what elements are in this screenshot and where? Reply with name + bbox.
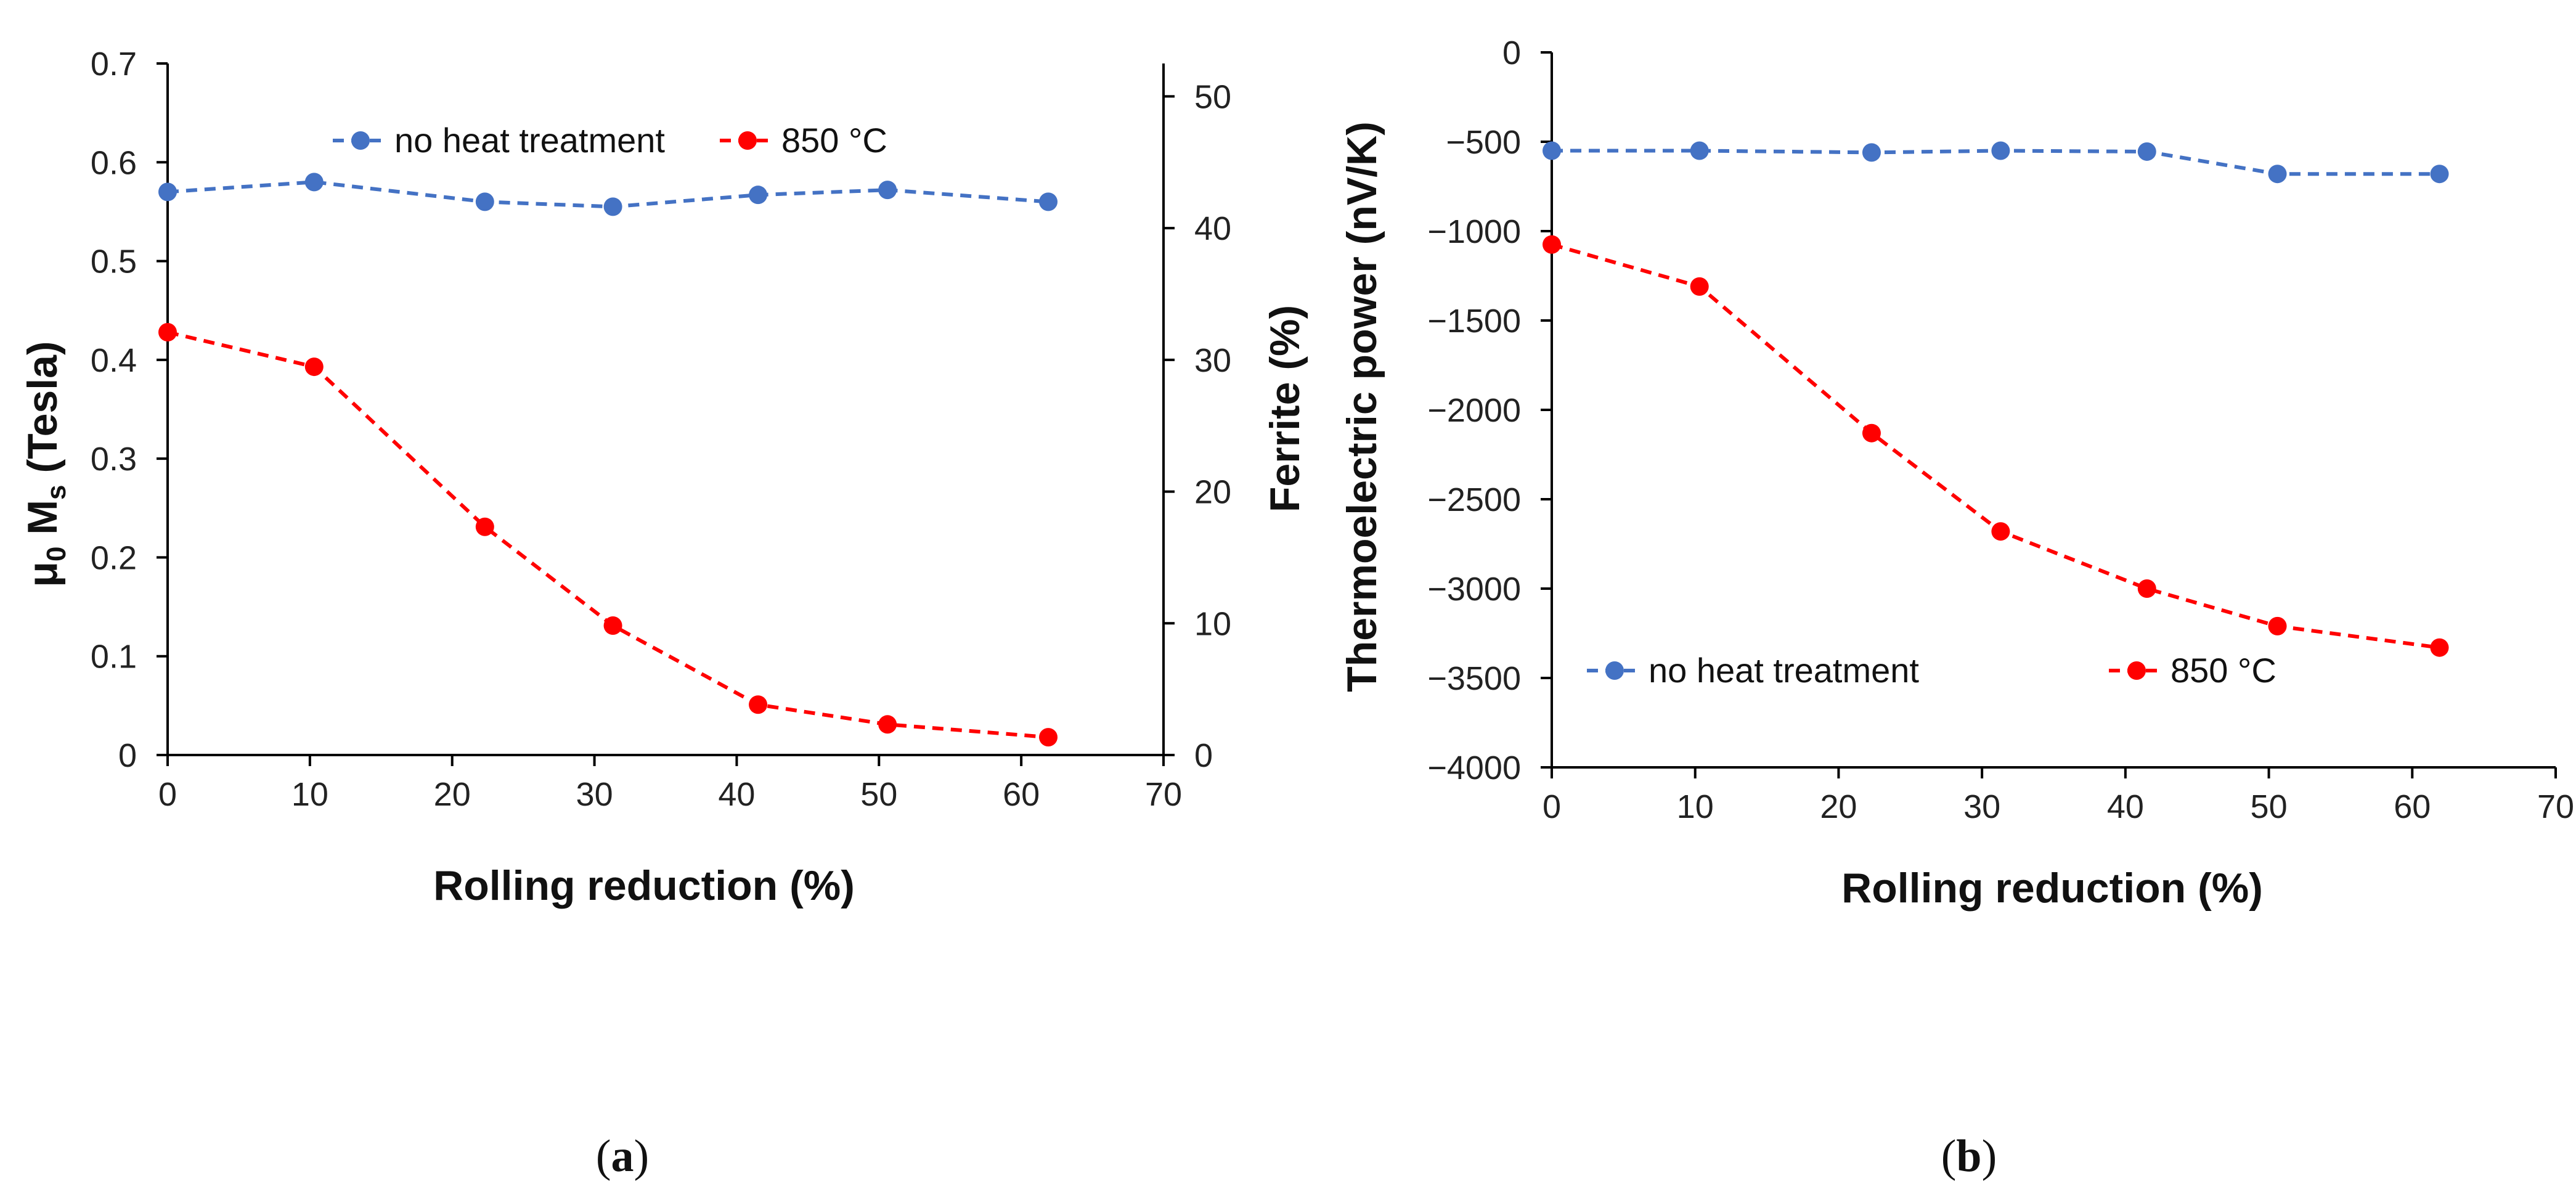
chart-b-x-tick-label: 0 — [1543, 788, 1561, 825]
chart-b-data-point — [2137, 579, 2156, 598]
chart-b-series-line-1 — [1551, 242, 2440, 650]
chart-a-y-tick-label: 0.5 — [91, 243, 137, 280]
chart-b-data-point — [1991, 522, 2010, 541]
chart-a-data-point — [304, 173, 324, 192]
chart-b-data-point — [1690, 141, 1709, 160]
chart-a-y-tick-label: 0.3 — [91, 441, 137, 478]
chart-a-y-tick-label: 0.1 — [91, 639, 137, 676]
chart-a-data-point — [749, 186, 768, 205]
chart-a-y2-tick-label: 0 — [1194, 737, 1213, 774]
chart-a-x-tick-label: 60 — [1003, 776, 1040, 813]
chart-panel-a: 0 10 20 30 40 50 60 70 0 0.1 0.2 0.3 0.4 0.5 0.6 0.7 0 10… — [19, 46, 1308, 909]
chart-b-y-tick-label: −1000 — [1427, 213, 1521, 250]
chart-a-y2-tick-label: 20 — [1194, 474, 1231, 511]
chart-b-y-tick-label: −2000 — [1427, 392, 1521, 429]
chart-a-legend-label: no heat treatment — [394, 121, 665, 160]
chart-b-data-point — [2430, 165, 2449, 184]
chart-b-x-tick-label: 50 — [2251, 788, 2288, 825]
chart-b-x-tick-label: 70 — [2537, 788, 2574, 825]
chart-b-data-point — [1690, 277, 1709, 296]
chart-a-y2-tick-label: 10 — [1194, 605, 1231, 642]
chart-a-data-point — [749, 695, 768, 714]
chart-b-data-point — [1991, 141, 2010, 160]
chart-b-x-tick-label: 60 — [2394, 788, 2431, 825]
chart-b-y-tick-label: −3000 — [1427, 571, 1521, 608]
chart-b-data-point — [1543, 141, 1561, 160]
chart-a-data-point — [475, 192, 494, 211]
chart-b-y-tick-label: −1500 — [1427, 303, 1521, 340]
chart-a-data-point — [158, 322, 177, 341]
chart-a-y-tick-label: 0.6 — [91, 144, 137, 181]
panel-label-a: (a) — [596, 1131, 649, 1182]
chart-b-y-tick-label: −3500 — [1427, 660, 1521, 697]
chart-b-data-point — [2430, 638, 2449, 657]
chart-a-y-tick-label: 0.2 — [91, 539, 137, 576]
chart-a-legend-label: 850 °C — [781, 121, 887, 160]
chart-b-data-point — [1862, 143, 1881, 162]
chart-a-x-tick-label: 50 — [860, 776, 897, 813]
chart-a-y2-axis-label: Ferrite (%) — [1262, 305, 1308, 512]
chart-a-y-tick-label: 0.4 — [91, 342, 137, 379]
chart-a-x-tick-label: 20 — [434, 776, 471, 813]
chart-a-x-axis-label: Rolling reduction (%) — [433, 862, 855, 909]
chart-a-y2-tick-label: 30 — [1194, 342, 1231, 379]
chart-b-x-axis-label: Rolling reduction (%) — [1841, 865, 2263, 912]
chart-a-data-point — [878, 181, 897, 200]
chart-b-data-point — [2268, 616, 2287, 635]
panel-label-b: (b) — [1941, 1131, 1997, 1182]
chart-b-series — [1543, 141, 2449, 657]
chart-b-y-tick-label: 0 — [1502, 35, 1521, 71]
chart-a-data-point — [878, 715, 897, 734]
chart-a-series — [158, 173, 1058, 747]
chart-b-y-tick-label: −4000 — [1427, 749, 1521, 786]
chart-b-legend-marker — [1605, 661, 1624, 680]
chart-b-x-tick-label: 10 — [1677, 788, 1714, 825]
chart-a-data-point — [1039, 728, 1058, 747]
chart-a-x-tick-label: 40 — [718, 776, 755, 813]
chart-a-data-point — [603, 197, 622, 216]
chart-a-ticks: 0 10 20 30 40 50 60 70 0 0.1 0.2 0.3 0.4 0.5 0.6 0.7 0 10… — [91, 46, 1231, 813]
chart-b-legend-marker — [2127, 661, 2146, 680]
chart-b-data-point — [2137, 142, 2156, 161]
chart-b-y-axis-label: Thermoelectric power (nV/K) — [1339, 121, 1385, 692]
chart-a-y2-tick-label: 40 — [1194, 210, 1231, 247]
chart-a-data-point — [603, 616, 622, 635]
chart-a-x-tick-label: 10 — [291, 776, 328, 813]
chart-a-axes — [166, 63, 1165, 756]
chart-b-data-point — [1862, 423, 1881, 443]
chart-a-x-tick-label: 70 — [1145, 776, 1182, 813]
chart-b-data-point — [1543, 235, 1561, 254]
chart-a-x-tick-label: 0 — [158, 776, 177, 813]
chart-a-legend-marker — [738, 131, 757, 150]
chart-a-legend: no heat treatment 850 °C — [333, 121, 887, 160]
chart-a-y-tick-label: 0 — [118, 737, 137, 774]
chart-b-x-tick-label: 30 — [1963, 788, 2000, 825]
chart-a-data-point — [1039, 192, 1058, 211]
chart-a-data-point — [158, 182, 177, 202]
chart-panel-b: 0 10 20 30 40 50 60 70 0 −500 −1000 −1500 −2000 −2500… — [1339, 35, 2574, 912]
chart-b-legend-label: 850 °C — [2170, 651, 2276, 690]
chart-a-data-point — [304, 357, 324, 377]
chart-a-data-point — [475, 517, 494, 536]
chart-b-data-point — [2268, 165, 2287, 184]
chart-b-y-tick-label: −2500 — [1427, 481, 1521, 518]
chart-b-x-tick-label: 40 — [2107, 788, 2144, 825]
chart-a-series-line-1 — [167, 330, 1049, 740]
chart-a-y2-tick-label: 50 — [1194, 78, 1231, 115]
chart-b-y-tick-label: −500 — [1446, 124, 1521, 161]
chart-b-legend: no heat treatment 850 °C — [1587, 651, 2276, 690]
chart-b-legend-label: no heat treatment — [1649, 651, 1919, 690]
chart-a-x-tick-label: 30 — [576, 776, 613, 813]
chart-b-ticks: 0 10 20 30 40 50 60 70 0 −500 −1000 −1500 −2000 −2500… — [1427, 35, 2574, 825]
chart-a-y-axis-label: μ0 Ms (Tesla) — [19, 341, 71, 587]
chart-b-x-tick-label: 20 — [1820, 788, 1857, 825]
chart-a-y-tick-label: 0.7 — [91, 46, 137, 83]
chart-a-legend-marker — [351, 131, 370, 150]
